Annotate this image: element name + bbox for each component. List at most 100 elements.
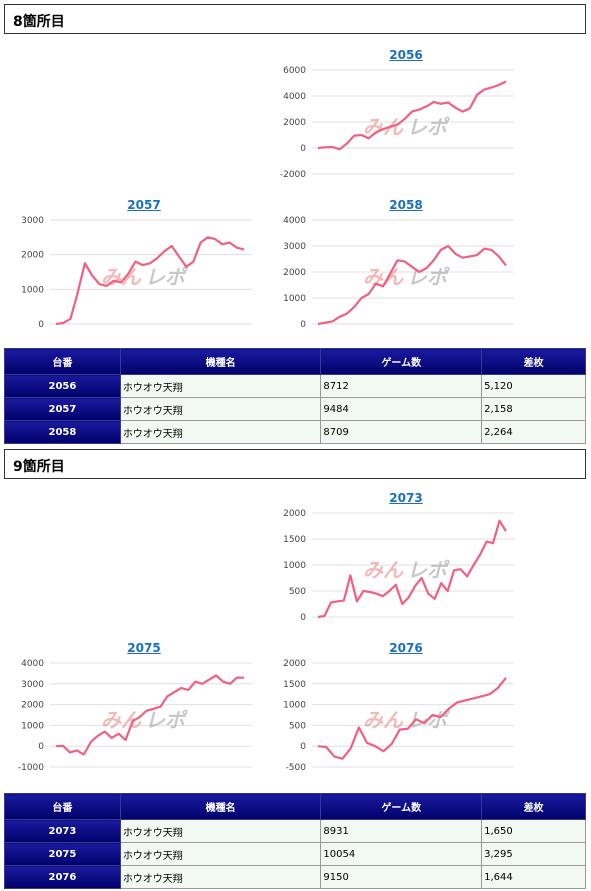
machine-table: 台番 機種名 ゲーム数 差枚 2056 ホウオウ天翔 8712 5,120 20… xyxy=(4,348,586,444)
y-tick-label: 4000 xyxy=(283,92,306,102)
series-line xyxy=(55,674,245,756)
unit-number: 2073 xyxy=(4,819,121,843)
y-tick-label: -500 xyxy=(286,763,307,773)
chart-2073: 2073 0 500 1000 1500 2000 みん レポ xyxy=(276,491,536,641)
machine-name: ホウオウ天翔 xyxy=(119,819,322,843)
y-tick-label: 2000 xyxy=(21,701,44,711)
chart-2075: 2075 -1000 0 1000 2000 3000 4000 みん レポ xyxy=(14,641,274,791)
y-tick-label: -1000 xyxy=(18,763,44,773)
watermark-logo: レポ xyxy=(407,558,450,582)
y-tick-label: 4000 xyxy=(21,659,44,669)
y-tick-label: 0 xyxy=(38,742,44,752)
header-machine-name: 機種名 xyxy=(119,348,322,375)
y-tick-label: 0 xyxy=(300,613,306,623)
chart-2057: 2057 0 1000 2000 3000 みん レポ xyxy=(14,198,274,348)
difference: 1,650 xyxy=(481,819,586,843)
game-count: 8931 xyxy=(320,819,483,843)
header-game-count: ゲーム数 xyxy=(320,348,483,375)
header-unit-number: 台番 xyxy=(4,348,121,375)
table-row: 2073 ホウオウ天翔 8931 1,650 xyxy=(4,819,586,843)
series-line xyxy=(317,677,507,760)
y-tick-label: 2000 xyxy=(283,509,306,519)
y-tick-label: -2000 xyxy=(280,170,306,180)
y-tick-label: 3000 xyxy=(21,680,44,690)
chart-2056: 2056 -2000 0 2000 4000 6000 みん レポ xyxy=(276,48,536,198)
y-tick-label: 2000 xyxy=(283,268,306,278)
chart-title-link[interactable]: 2058 xyxy=(389,198,423,212)
chart-title-link[interactable]: 2073 xyxy=(389,491,423,505)
chart-2058: 2058 0 1000 2000 3000 4000 みん レポ xyxy=(276,198,536,348)
header-machine-name: 機種名 xyxy=(119,793,322,820)
y-tick-label: 0 xyxy=(300,320,306,330)
y-tick-label: 0 xyxy=(300,144,306,154)
y-tick-label: 0 xyxy=(300,742,306,752)
unit-number: 2058 xyxy=(4,420,121,444)
unit-number: 2076 xyxy=(4,865,121,889)
y-tick-label: 500 xyxy=(289,721,306,731)
table-row: 2058 ホウオウ天翔 8709 2,264 xyxy=(4,420,586,444)
header-unit-number: 台番 xyxy=(4,793,121,820)
game-count: 9484 xyxy=(320,397,483,421)
series-line xyxy=(317,80,507,151)
game-count: 8712 xyxy=(320,374,483,398)
y-tick-label: 500 xyxy=(289,587,306,597)
unit-number: 2056 xyxy=(4,374,121,398)
y-tick-label: 1500 xyxy=(283,680,306,690)
watermark-logo: レポ xyxy=(145,265,188,289)
y-tick-label: 1000 xyxy=(283,294,306,304)
series-line xyxy=(317,244,507,326)
section-title: 8箇所目 xyxy=(13,14,65,30)
line-chart: 0 500 1000 1500 2000 みん レポ xyxy=(283,509,514,623)
difference: 2,158 xyxy=(481,397,586,421)
section-header-9: 9箇所目 xyxy=(4,449,586,479)
table-header-row: 台番 機種名 ゲーム数 差枚 xyxy=(4,348,586,375)
y-tick-label: 0 xyxy=(38,320,44,330)
table-row: 2076 ホウオウ天翔 9150 1,644 xyxy=(4,865,586,889)
watermark-logo: レポ xyxy=(407,115,450,139)
table-header-row: 台番 機種名 ゲーム数 差枚 xyxy=(4,793,586,820)
line-chart: -2000 0 2000 4000 6000 みん レポ xyxy=(280,66,514,180)
series-line xyxy=(55,236,245,326)
series-line xyxy=(317,519,507,619)
y-tick-label: 6000 xyxy=(283,66,306,76)
y-tick-label: 4000 xyxy=(283,216,306,226)
section-header-8: 8箇所目 xyxy=(4,4,586,34)
difference: 5,120 xyxy=(481,374,586,398)
watermark-logo: みん xyxy=(363,115,404,139)
machine-name: ホウオウ天翔 xyxy=(119,842,322,866)
watermark-logo: みん xyxy=(363,558,404,582)
y-tick-label: 3000 xyxy=(283,242,306,252)
machine-name: ホウオウ天翔 xyxy=(119,374,322,398)
game-count: 9150 xyxy=(320,865,483,889)
table-row: 2057 ホウオウ天翔 9484 2,158 xyxy=(4,397,586,421)
table-row: 2075 ホウオウ天翔 10054 3,295 xyxy=(4,842,586,866)
table-row: 2056 ホウオウ天翔 8712 5,120 xyxy=(4,374,586,398)
chart-2076: 2076 -500 0 500 1000 1500 2000 みん レポ xyxy=(276,641,536,791)
y-tick-label: 1000 xyxy=(283,701,306,711)
section-title: 9箇所目 xyxy=(13,459,65,475)
machine-table: 台番 機種名 ゲーム数 差枚 2073 ホウオウ天翔 8931 1,650 20… xyxy=(4,793,586,889)
machine-name: ホウオウ天翔 xyxy=(119,420,322,444)
y-tick-label: 1500 xyxy=(283,535,306,545)
game-count: 8709 xyxy=(320,420,483,444)
unit-number: 2057 xyxy=(4,397,121,421)
y-tick-label: 2000 xyxy=(21,251,44,261)
header-difference: 差枚 xyxy=(481,793,586,820)
header-difference: 差枚 xyxy=(481,348,586,375)
chart-title-link[interactable]: 2056 xyxy=(389,48,423,62)
watermark-logo: レポ xyxy=(145,708,188,732)
y-tick-label: 1000 xyxy=(21,721,44,731)
y-tick-label: 2000 xyxy=(283,118,306,128)
header-game-count: ゲーム数 xyxy=(320,793,483,820)
chart-title-link[interactable]: 2057 xyxy=(127,198,161,212)
chart-title-link[interactable]: 2075 xyxy=(127,641,161,655)
watermark-logo: みん xyxy=(363,708,404,732)
machine-name: ホウオウ天翔 xyxy=(119,397,322,421)
y-tick-label: 1000 xyxy=(21,285,44,295)
chart-title-link[interactable]: 2076 xyxy=(389,641,423,655)
y-tick-label: 2000 xyxy=(283,659,306,669)
